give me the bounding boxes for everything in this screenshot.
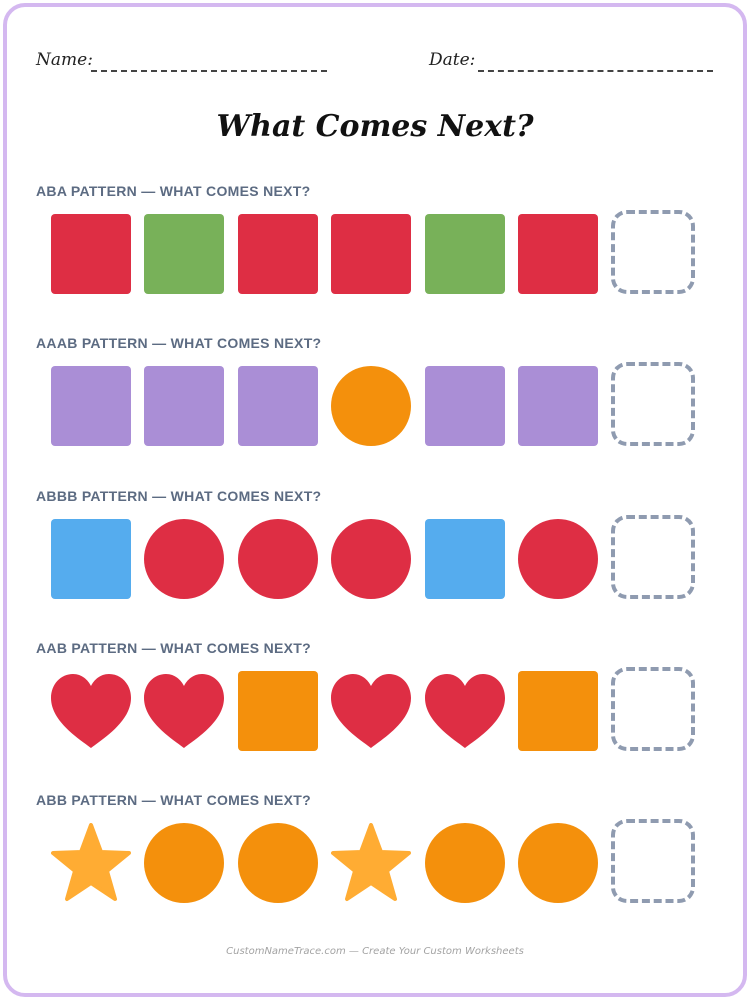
- yellow-star-icon: [51, 823, 131, 903]
- pattern-heading: ABA PATTERN — WHAT COMES NEXT?: [36, 183, 311, 199]
- pattern-heading: ABB PATTERN — WHAT COMES NEXT?: [36, 792, 311, 808]
- answer-box[interactable]: [611, 515, 695, 599]
- answer-box[interactable]: [611, 362, 695, 446]
- red-circle-icon: [331, 519, 411, 599]
- orange-square-icon: [518, 671, 598, 751]
- red-square-icon: [238, 214, 318, 294]
- date-label: Date:: [429, 50, 476, 70]
- red-heart-icon: [425, 671, 505, 751]
- purple-square-icon: [51, 366, 131, 446]
- red-heart-icon: [331, 671, 411, 751]
- orange-circle-icon: [518, 823, 598, 903]
- red-circle-icon: [238, 519, 318, 599]
- red-heart-icon: [51, 671, 131, 751]
- orange-square-icon: [238, 671, 318, 751]
- name-field-line: [91, 70, 327, 72]
- red-square-icon: [51, 214, 131, 294]
- pattern-row: [0, 210, 750, 304]
- pattern-heading: AAAB PATTERN — WHAT COMES NEXT?: [36, 335, 322, 351]
- orange-circle-icon: [238, 823, 318, 903]
- purple-square-icon: [518, 366, 598, 446]
- purple-square-icon: [144, 366, 224, 446]
- red-square-icon: [518, 214, 598, 294]
- orange-circle-icon: [144, 823, 224, 903]
- green-square-icon: [144, 214, 224, 294]
- pattern-heading: ABBB PATTERN — WHAT COMES NEXT?: [36, 488, 322, 504]
- green-square-icon: [425, 214, 505, 294]
- pattern-row: [0, 515, 750, 609]
- purple-square-icon: [238, 366, 318, 446]
- purple-square-icon: [425, 366, 505, 446]
- red-circle-icon: [518, 519, 598, 599]
- name-label: Name:: [36, 50, 93, 70]
- answer-box[interactable]: [611, 210, 695, 294]
- pattern-heading: AAB PATTERN — WHAT COMES NEXT?: [36, 640, 311, 656]
- orange-circle-icon: [331, 366, 411, 446]
- pattern-row: [0, 667, 750, 761]
- answer-box[interactable]: [611, 819, 695, 903]
- pattern-row: [0, 362, 750, 456]
- footer-text: CustomNameTrace.com — Create Your Custom…: [226, 946, 524, 957]
- blue-square-icon: [51, 519, 131, 599]
- answer-box[interactable]: [611, 667, 695, 751]
- yellow-star-icon: [331, 823, 411, 903]
- red-square-icon: [331, 214, 411, 294]
- red-circle-icon: [144, 519, 224, 599]
- pattern-row: [0, 819, 750, 913]
- worksheet-title: What Comes Next?: [216, 109, 534, 144]
- red-heart-icon: [144, 671, 224, 751]
- orange-circle-icon: [425, 823, 505, 903]
- date-field-line: [478, 70, 713, 72]
- blue-square-icon: [425, 519, 505, 599]
